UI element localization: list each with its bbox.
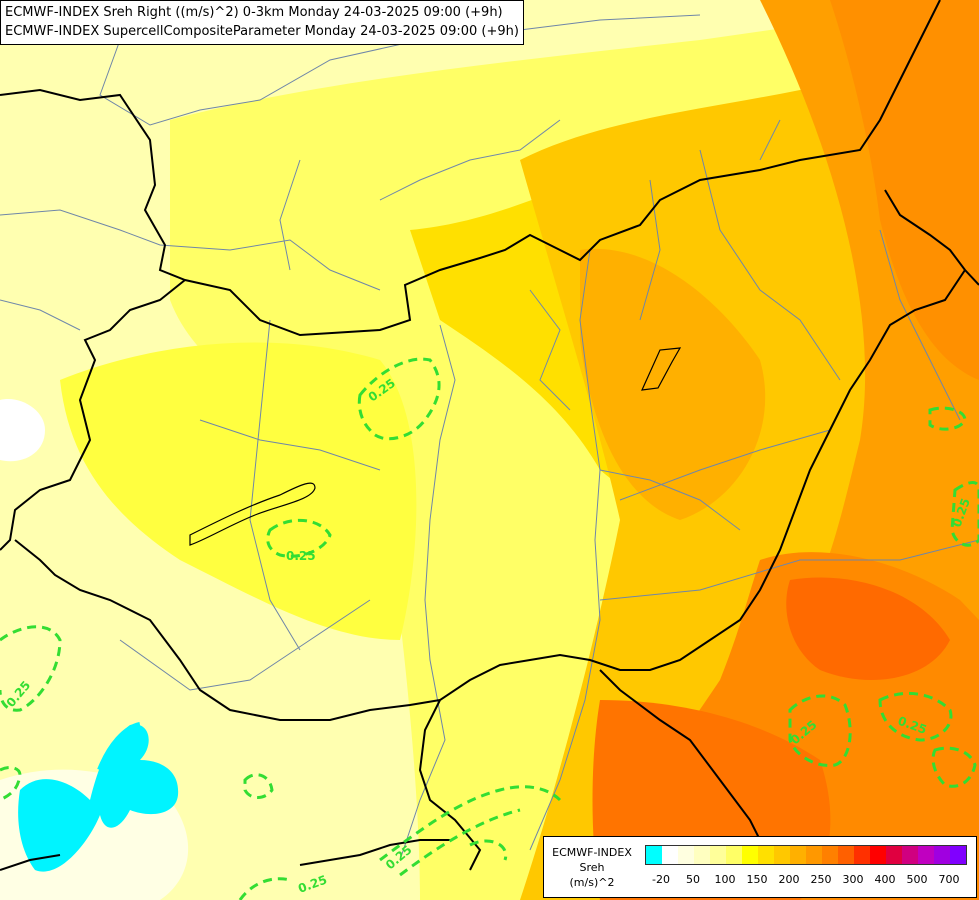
- legend-swatch: [854, 846, 870, 864]
- legend-title-line1: ECMWF-INDEX: [552, 846, 632, 859]
- legend-swatch: [742, 846, 758, 864]
- legend-swatch: [662, 846, 678, 864]
- country-borders: [0, 0, 979, 871]
- legend-title-line3: (m/s)^2: [569, 876, 615, 889]
- legend-swatch: [918, 846, 934, 864]
- legend-tick-label: 150: [746, 873, 768, 886]
- contour-label: 0.25: [286, 549, 316, 563]
- legend-swatch: [838, 846, 854, 864]
- legend-tick-label: 300: [842, 873, 864, 886]
- legend-swatch: [934, 846, 950, 864]
- legend-swatch: [694, 846, 710, 864]
- legend-tick-label: 250: [810, 873, 832, 886]
- legend-tick-label: -20: [652, 873, 670, 886]
- lakes: [189, 347, 682, 546]
- legend-tick-labels: -20 50 100 150 200 250 300 400 500 700: [645, 873, 967, 889]
- legend-tick-label: 200: [778, 873, 800, 886]
- scp-contours: [0, 357, 979, 900]
- legend-tick-label: 400: [874, 873, 896, 886]
- legend-swatch: [806, 846, 822, 864]
- map-title-box: ECMWF-INDEX Sreh Right ((m/s)^2) 0-3km M…: [0, 0, 524, 45]
- legend-swatch: [902, 846, 918, 864]
- legend-title-line2: Sreh: [579, 861, 605, 874]
- legend-swatch: [822, 846, 838, 864]
- legend-swatch: [790, 846, 806, 864]
- legend-tick-label: 50: [686, 873, 700, 886]
- legend-swatch: [678, 846, 694, 864]
- rivers: [0, 0, 979, 861]
- legend-swatch: [870, 846, 886, 864]
- legend-swatch: [758, 846, 774, 864]
- map-title-sreh: ECMWF-INDEX Sreh Right ((m/s)^2) 0-3km M…: [5, 5, 503, 20]
- map-title-scp: ECMWF-INDEX SupercellCompositeParameter …: [5, 24, 519, 39]
- legend-swatch: [646, 846, 662, 864]
- legend-tick-label: 100: [714, 873, 736, 886]
- color-legend: ECMWF-INDEX Sreh (m/s)^2 -20 50 100 150 200 2…: [543, 836, 977, 898]
- negative-sreh-area: [18, 722, 179, 872]
- legend-swatch: [886, 846, 902, 864]
- legend-swatch: [950, 846, 966, 864]
- regional-borders: [0, 119, 781, 531]
- legend-color-bar: [645, 845, 967, 865]
- legend-swatch: [774, 846, 790, 864]
- legend-tick-label: 500: [906, 873, 928, 886]
- legend-title: ECMWF-INDEX Sreh (m/s)^2: [548, 845, 636, 890]
- legend-swatch: [710, 846, 726, 864]
- legend-swatch: [726, 846, 742, 864]
- legend-tick-label: 700: [938, 873, 960, 886]
